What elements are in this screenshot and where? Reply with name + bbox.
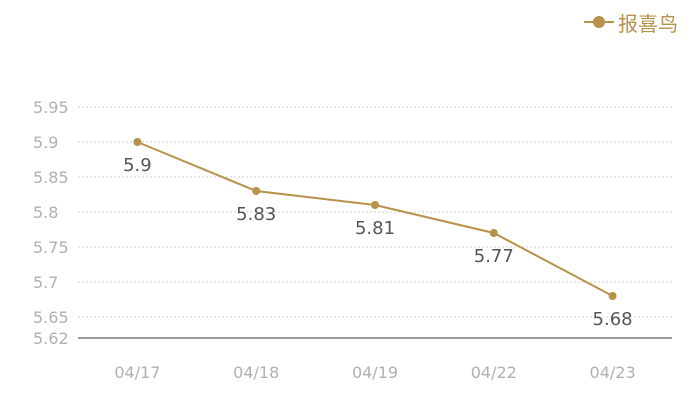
x-tick-label: 04/23 bbox=[590, 363, 636, 382]
x-axis: 04/17 04/18 04/19 04/22 04/23 bbox=[114, 363, 635, 382]
data-point bbox=[371, 201, 379, 209]
series-line bbox=[133, 138, 617, 300]
data-labels: 5.9 5.83 5.81 5.77 5.68 bbox=[123, 155, 633, 330]
data-point bbox=[133, 138, 142, 146]
y-tick-label: 5.75 bbox=[33, 238, 69, 257]
y-tick-label: 5.95 bbox=[33, 98, 69, 117]
data-label: 5.77 bbox=[474, 246, 514, 267]
data-label: 5.83 bbox=[236, 204, 276, 225]
x-tick-label: 04/17 bbox=[114, 363, 160, 382]
y-tick-label: 5.8 bbox=[33, 203, 58, 222]
x-tick-label: 04/18 bbox=[233, 363, 279, 382]
y-tick-label: 5.85 bbox=[33, 168, 69, 187]
y-tick-label: 5.65 bbox=[33, 308, 69, 327]
x-tick-label: 04/22 bbox=[471, 363, 517, 382]
data-point bbox=[608, 292, 617, 300]
grid-lines bbox=[78, 106, 672, 339]
data-label: 5.9 bbox=[123, 155, 152, 176]
x-tick-label: 04/19 bbox=[352, 363, 398, 382]
chart-legend[interactable]: 报喜鸟 bbox=[584, 8, 678, 36]
y-axis: 5.62 5.65 5.7 5.75 5.8 5.85 5.9 5.95 bbox=[33, 98, 69, 348]
data-label: 5.68 bbox=[593, 309, 633, 330]
y-tick-label: 5.9 bbox=[33, 133, 58, 152]
data-point bbox=[489, 229, 498, 237]
data-point bbox=[252, 187, 261, 195]
legend-series-label: 报喜鸟 bbox=[618, 11, 678, 36]
y-tick-label: 5.62 bbox=[33, 329, 69, 348]
y-tick-label: 5.7 bbox=[33, 273, 58, 292]
data-label: 5.81 bbox=[355, 218, 395, 239]
legend-line-marker-icon bbox=[584, 15, 614, 29]
